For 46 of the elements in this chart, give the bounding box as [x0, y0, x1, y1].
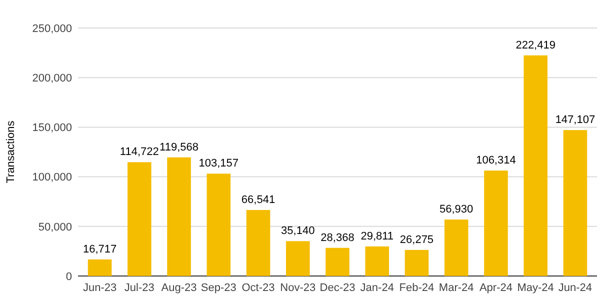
bar: [404, 250, 429, 276]
bar: [246, 210, 270, 276]
x-tick-label: Oct-23: [242, 282, 275, 294]
y-tick-label: 0: [66, 270, 72, 283]
y-tick-label: 200,000: [32, 72, 72, 84]
data-label: 103,157: [198, 158, 239, 170]
data-label: 29,811: [360, 230, 394, 242]
y-tick-label: 50,000: [38, 221, 72, 234]
y-tick-label: 250,000: [32, 22, 72, 35]
y-axis-title: Transactions: [5, 120, 17, 184]
data-label: 16,717: [82, 243, 117, 256]
bar: [286, 241, 310, 276]
data-label: 147,107: [555, 114, 596, 126]
y-tick-label: 150,000: [32, 122, 72, 134]
x-tick-label: Aug-23: [161, 282, 197, 294]
bar: [206, 174, 231, 276]
bar: [326, 248, 350, 276]
x-tick-label: Jun-23: [82, 282, 117, 294]
bar: [167, 157, 191, 276]
x-tick-label: Jul-23: [124, 282, 154, 294]
x-tick-label: Mar-24: [438, 282, 474, 294]
data-label: 35,140: [281, 225, 315, 238]
x-tick-label: Dec-23: [320, 282, 356, 294]
data-label: 119,568: [160, 141, 199, 154]
data-label: 222,419: [516, 39, 556, 52]
bar: [365, 246, 390, 276]
bar: [88, 259, 112, 276]
bar: [444, 220, 468, 276]
bar: [524, 55, 548, 276]
x-tick-label: May-24: [517, 282, 554, 294]
data-label: 106,314: [476, 154, 516, 167]
data-label: 28,368: [320, 232, 354, 244]
bar: [128, 162, 152, 276]
data-label: 56,930: [440, 204, 474, 216]
x-tick-label: Sep-23: [200, 282, 236, 294]
x-tick-label: Apr-24: [479, 282, 512, 294]
x-tick-label: Jan-24: [360, 282, 394, 294]
data-label: 26,275: [400, 234, 434, 246]
bar: [563, 130, 588, 276]
x-tick-label: Feb-24: [399, 282, 434, 294]
bar: [484, 170, 508, 276]
x-tick-label: Nov-23: [280, 282, 316, 294]
data-label: 114,722: [120, 146, 159, 158]
data-label: 66,541: [241, 194, 276, 206]
y-tick-label: 100,000: [32, 172, 72, 184]
x-tick-label: Jun-24: [558, 282, 592, 294]
